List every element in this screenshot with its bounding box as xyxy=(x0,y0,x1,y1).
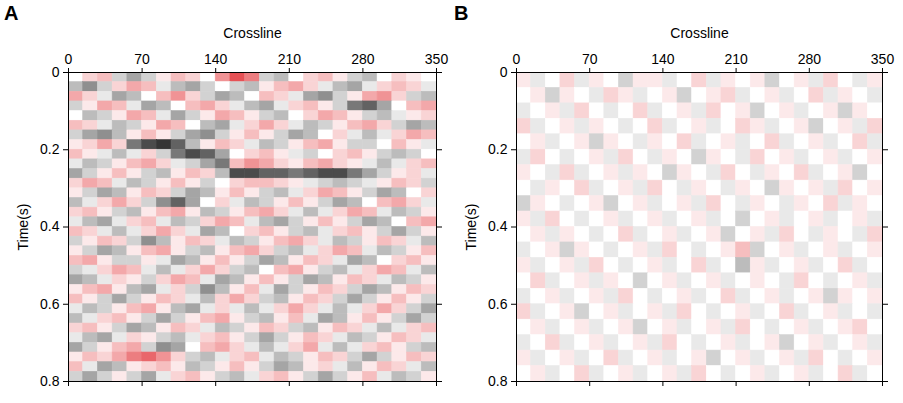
svg-text:0.4: 0.4 xyxy=(488,218,508,234)
svg-text:Time(s): Time(s) xyxy=(15,204,31,251)
svg-text:280: 280 xyxy=(798,51,822,67)
svg-text:280: 280 xyxy=(351,51,375,67)
svg-text:0.8: 0.8 xyxy=(488,373,508,389)
svg-text:Crossline: Crossline xyxy=(670,25,729,41)
svg-text:0: 0 xyxy=(65,51,73,67)
svg-text:0: 0 xyxy=(513,51,521,67)
html-text:A: A xyxy=(4,2,19,24)
html-text:B: B xyxy=(454,2,469,24)
svg-text:70: 70 xyxy=(582,51,598,67)
svg-text:210: 210 xyxy=(278,51,302,67)
svg-text:140: 140 xyxy=(204,51,228,67)
svg-text:Crossline: Crossline xyxy=(223,25,282,41)
svg-text:0.6: 0.6 xyxy=(40,296,60,312)
svg-text:140: 140 xyxy=(651,51,675,67)
svg-text:0: 0 xyxy=(500,64,508,80)
svg-text:350: 350 xyxy=(871,51,895,67)
svg-text:0.2: 0.2 xyxy=(488,141,508,157)
svg-text:0.2: 0.2 xyxy=(40,141,60,157)
svg-text:0.8: 0.8 xyxy=(40,373,60,389)
svg-text:70: 70 xyxy=(134,51,150,67)
svg-text:210: 210 xyxy=(724,51,748,67)
svg-text:0.4: 0.4 xyxy=(40,218,60,234)
svg-text:Time(s): Time(s) xyxy=(463,204,479,251)
svg-text:0: 0 xyxy=(52,64,60,80)
svg-text:350: 350 xyxy=(425,51,449,67)
svg-text:0.6: 0.6 xyxy=(488,296,508,312)
